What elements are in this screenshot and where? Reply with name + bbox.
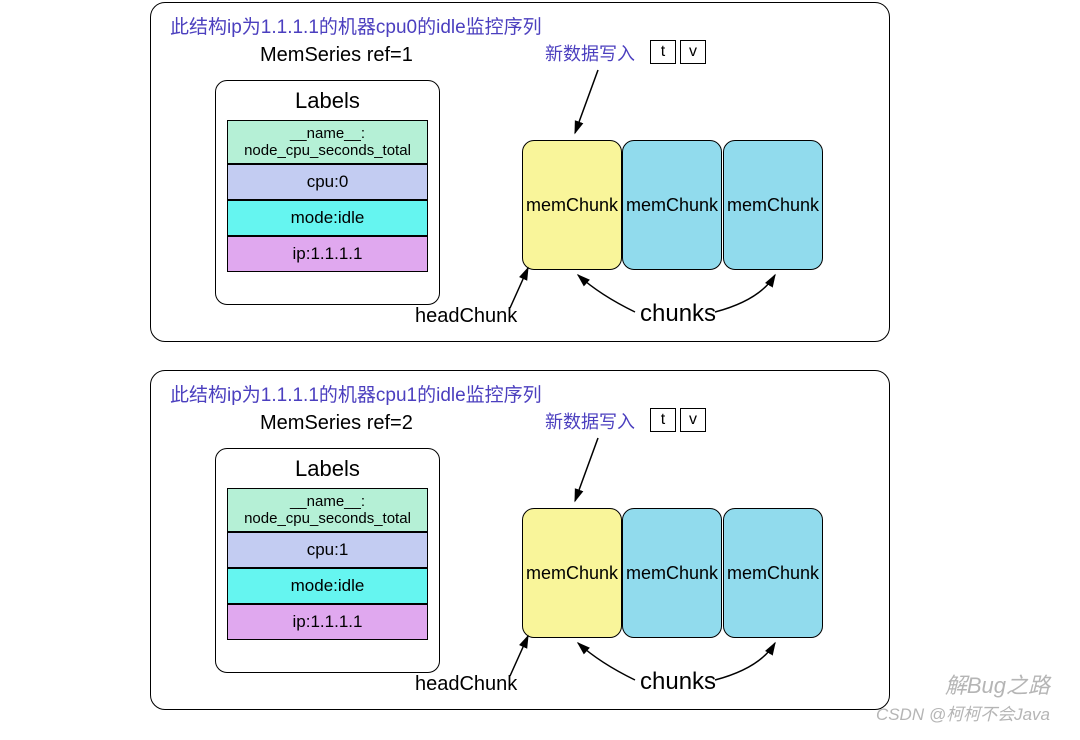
panel-1-memseries: MemSeries ref=1 <box>260 44 413 67</box>
watermark-line2: CSDN @柯柯不会Java <box>876 700 1050 725</box>
panel-2-chunks-label: chunks <box>640 668 716 696</box>
panel-2-label-mode: mode:idle <box>227 568 428 604</box>
panel-1-label-name: __name__: node_cpu_seconds_total <box>227 120 428 164</box>
panel-1-tv-v: v <box>680 40 706 64</box>
panel-2-label-ip: ip:1.1.1.1 <box>227 604 428 640</box>
panel-2-chunk-0: memChunk <box>522 508 622 638</box>
panel-1-label-mode: mode:idle <box>227 200 428 236</box>
panel-1-label-cpu: cpu:0 <box>227 164 428 200</box>
panel-1-headchunk-label: headChunk <box>415 305 517 328</box>
panel-1-title: 此结构ip为1.1.1.1的机器cpu0的idle监控序列 <box>170 12 542 39</box>
panel-2-tv-t: t <box>650 408 676 432</box>
panel-2-title: 此结构ip为1.1.1.1的机器cpu1的idle监控序列 <box>170 380 542 407</box>
panel-1-labels-title: Labels <box>295 88 360 114</box>
panel-2-chunk-1: memChunk <box>622 508 722 638</box>
panel-1-chunk-2: memChunk <box>723 140 823 270</box>
panel-2-tv-v: v <box>680 408 706 432</box>
panel-2-label-cpu: cpu:1 <box>227 532 428 568</box>
panel-1-tv-t: t <box>650 40 676 64</box>
panel-1-label-ip: ip:1.1.1.1 <box>227 236 428 272</box>
panel-1-write-label: 新数据写入 <box>545 40 635 66</box>
panel-2-labels-title: Labels <box>295 456 360 482</box>
watermark-line1: 解Bug之路 <box>945 668 1050 700</box>
panel-1-chunk-1: memChunk <box>622 140 722 270</box>
panel-1-chunks-label: chunks <box>640 300 716 328</box>
panel-2-memseries: MemSeries ref=2 <box>260 412 413 435</box>
panel-2-headchunk-label: headChunk <box>415 673 517 696</box>
panel-2-label-name: __name__: node_cpu_seconds_total <box>227 488 428 532</box>
panel-2-write-label: 新数据写入 <box>545 408 635 434</box>
panel-2-chunk-2: memChunk <box>723 508 823 638</box>
panel-1-chunk-0: memChunk <box>522 140 622 270</box>
